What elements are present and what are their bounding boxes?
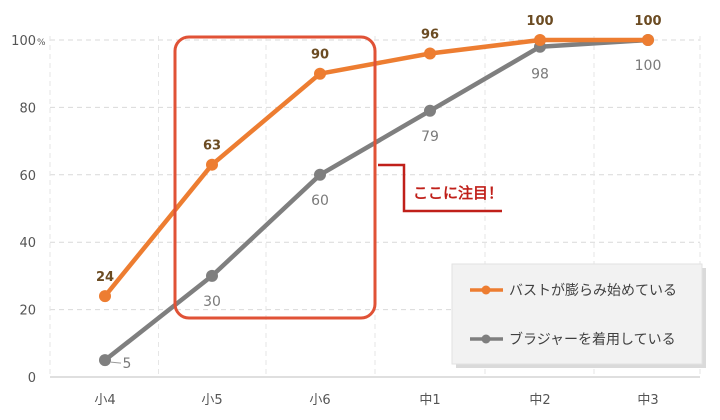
data-point <box>314 168 326 181</box>
data-label: 60 <box>311 193 329 209</box>
y-tick-label: 40 <box>19 236 36 251</box>
data-point <box>99 354 111 367</box>
y-tick-label: 80 <box>19 101 36 116</box>
data-point <box>314 67 326 80</box>
legend-label-0: バストが膨らみ始めている <box>509 282 677 299</box>
data-point <box>206 158 218 171</box>
x-tick-label: 中3 <box>637 393 658 408</box>
x-tick-label: 小5 <box>201 393 222 408</box>
y-unit-label: % <box>37 38 46 48</box>
data-point <box>424 47 436 60</box>
data-point <box>206 269 218 282</box>
y-tick-label: 100 <box>11 34 36 49</box>
highlight-box <box>173 35 377 320</box>
data-label: 24 <box>96 270 114 285</box>
data-label: 96 <box>421 27 439 42</box>
callout-connector <box>378 163 502 213</box>
data-point <box>534 34 546 46</box>
x-tick-label: 小6 <box>309 393 330 408</box>
legend-box <box>451 263 703 365</box>
y-tick-label: 20 <box>19 304 36 319</box>
x-tick-label: 中2 <box>529 393 550 408</box>
legend-marker-0 <box>481 285 491 295</box>
y-tick-label: 60 <box>19 169 36 184</box>
data-label: 5 <box>123 356 132 372</box>
x-tick-label: 中1 <box>419 393 440 408</box>
data-label: 63 <box>203 139 221 154</box>
data-point <box>99 290 111 303</box>
data-label: 100 <box>635 58 662 74</box>
data-label: 90 <box>311 48 329 63</box>
data-label: 79 <box>421 129 439 145</box>
data-label: 30 <box>203 294 221 310</box>
data-label: 98 <box>531 67 549 83</box>
highlight: ここに注目！ <box>173 35 503 320</box>
y-axis: 0 20 40 60 80 100% <box>11 34 46 386</box>
data-point <box>424 104 436 117</box>
y-tick-label: 0 <box>28 371 36 386</box>
data-label: 100 <box>526 14 553 29</box>
data-label: 100 <box>634 14 661 29</box>
callout-text: ここに注目！ <box>413 184 503 202</box>
legend-label-1: ブラジャーを着用している <box>509 331 676 348</box>
data-point <box>642 34 654 46</box>
legend-marker-1 <box>481 334 491 344</box>
x-axis: 小4 小5 小6 中1 中2 中3 <box>94 393 658 408</box>
legend: バストが膨らみ始めている ブラジャーを着用している <box>451 263 706 368</box>
leader-line <box>110 361 122 364</box>
x-tick-label: 小4 <box>94 393 115 408</box>
